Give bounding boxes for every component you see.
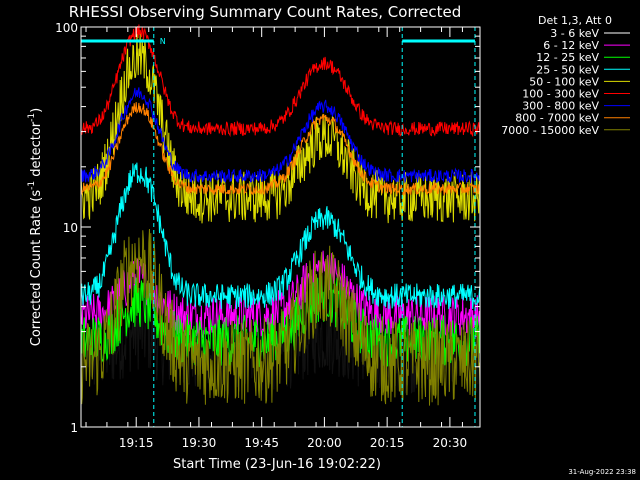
- y-tick-label: 10: [63, 221, 78, 235]
- x-tick-label: 20:15: [370, 436, 405, 450]
- y-axis-label-mid: detector: [29, 121, 44, 181]
- x-tick-label: 19:15: [119, 436, 154, 450]
- legend-header: Det 1,3, Att 0: [538, 14, 612, 27]
- series-line: [80, 102, 481, 197]
- y-tick-label: 1: [70, 421, 78, 435]
- series-line: [80, 32, 481, 224]
- y-axis-label-sup1: -1: [27, 181, 37, 190]
- y-axis-label: Corrected Count Rate (s-1 detector-1): [27, 108, 44, 346]
- legend-label: 300 - 800 keV: [522, 100, 599, 113]
- x-tick-label: 19:30: [182, 436, 217, 450]
- legend-label: 25 - 50 keV: [536, 63, 599, 76]
- y-axis-label-sup2: -1: [27, 113, 37, 122]
- series-line: [80, 228, 481, 406]
- legend-label: 12 - 25 keV: [536, 51, 599, 64]
- x-tick-label: 20:30: [433, 436, 468, 450]
- legend-label: 800 - 7000 keV: [515, 112, 599, 125]
- series-line: [80, 24, 481, 138]
- night-marker-label: N: [160, 37, 166, 46]
- legend-label: 100 - 300 keV: [522, 88, 599, 101]
- x-axis-label: Start Time (23-Jun-16 19:02:22): [173, 457, 381, 472]
- y-tick-label: 100: [55, 21, 78, 35]
- x-tick-label: 20:00: [307, 436, 342, 450]
- series-line: [80, 162, 481, 310]
- footer-date: 31-Aug-2022 23:38: [568, 468, 636, 476]
- legend-label: 6 - 12 keV: [543, 39, 599, 52]
- series-line: [80, 87, 481, 184]
- y-axis-label-main: Corrected Count Rate (s: [29, 190, 44, 347]
- legend-label: 7000 - 15000 keV: [501, 124, 599, 137]
- axis-layer: 1 10 100 19:15 19:30 19:45 20:00 20:15 20:30: [55, 21, 480, 450]
- legend-label: 50 - 100 keV: [529, 75, 599, 88]
- chart-title: RHESSI Observing Summary Count Rates, Co…: [69, 3, 462, 21]
- series-layer: [80, 24, 481, 406]
- legend-label: 3 - 6 keV: [550, 27, 599, 40]
- y-axis-label-end: ): [29, 108, 44, 113]
- x-tick-label: 19:45: [244, 436, 279, 450]
